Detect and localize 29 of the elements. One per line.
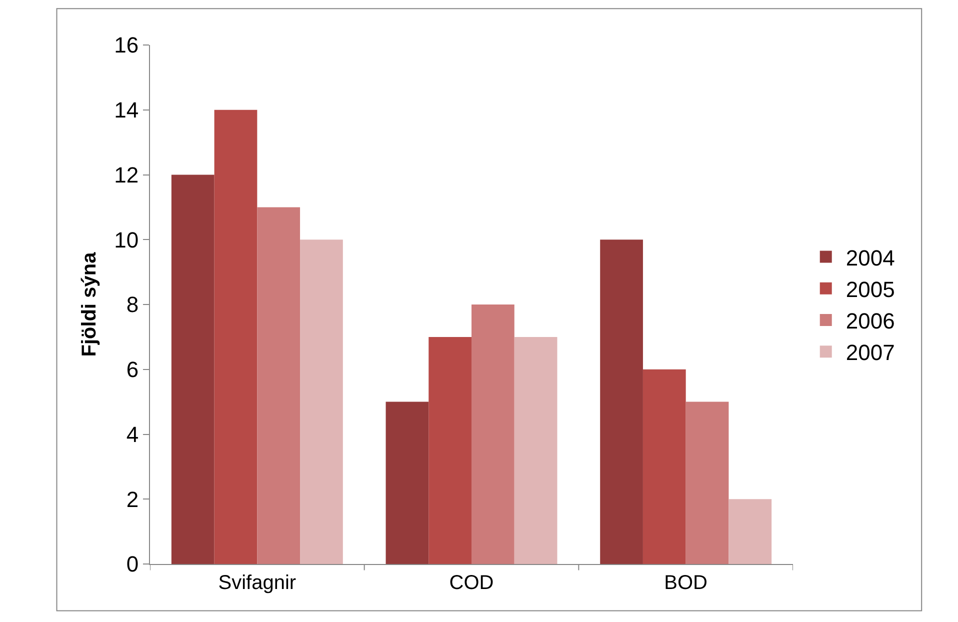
legend-label: 2007 — [846, 340, 895, 366]
x-tick-label: COD — [449, 572, 494, 594]
y-axis-title: Fjöldi sýna — [78, 251, 101, 357]
bar — [428, 336, 472, 564]
y-tick-label: 12 — [114, 162, 139, 188]
bar — [686, 402, 729, 564]
y-tick-label: 0 — [126, 552, 139, 577]
x-tick-label: BOD — [664, 572, 708, 594]
bar — [214, 110, 258, 564]
y-tick-label: 10 — [114, 227, 139, 252]
bar — [472, 304, 514, 564]
y-tick-label: 16 — [114, 32, 139, 58]
x-tick-label: Svifagnir — [218, 572, 296, 594]
bar — [386, 402, 429, 564]
bar — [600, 240, 643, 564]
bar — [514, 336, 558, 564]
bar — [642, 369, 686, 564]
bar — [257, 207, 300, 564]
legend-label: 2004 — [846, 245, 895, 270]
legend-label: 2005 — [846, 276, 895, 302]
legend-label: 2006 — [846, 308, 895, 334]
bar — [300, 240, 343, 564]
y-tick-label: 14 — [114, 98, 139, 123]
y-tick-label: 2 — [126, 486, 139, 512]
y-tick-label: 8 — [126, 292, 139, 318]
bar — [171, 174, 214, 564]
bar — [728, 499, 772, 564]
y-tick-label: 6 — [126, 357, 139, 382]
y-tick-label: 4 — [126, 422, 139, 447]
